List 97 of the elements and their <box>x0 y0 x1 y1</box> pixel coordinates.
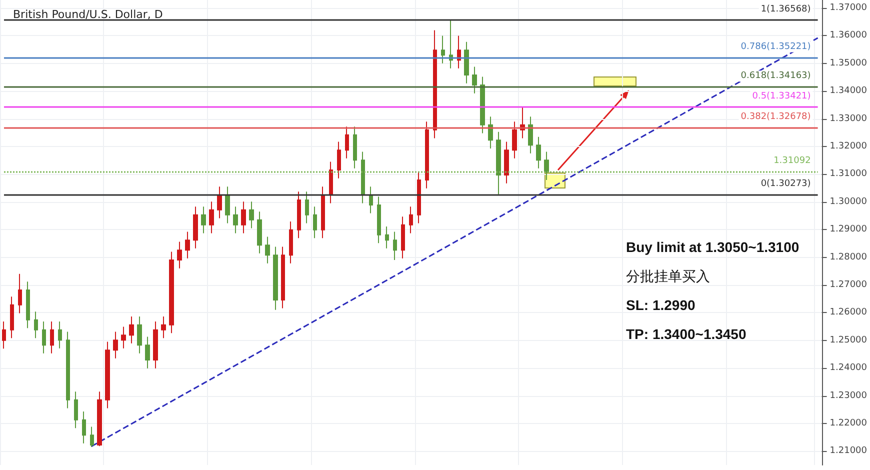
y-tick-label: 1.29000 <box>830 224 868 235</box>
y-tick-label: 1.30000 <box>830 196 868 207</box>
candlestick <box>417 171 421 224</box>
candlestick <box>209 201 214 234</box>
candlestick <box>369 186 373 214</box>
candlestick <box>289 221 293 264</box>
candlestick <box>42 321 46 354</box>
ref-line-label: 0.5(1.33421) <box>752 92 811 102</box>
candlestick <box>409 206 413 234</box>
candlestick <box>257 211 262 254</box>
candlestick <box>329 161 333 204</box>
y-tick-label: 1.34000 <box>830 86 868 96</box>
candlestick <box>433 30 437 139</box>
y-tick-label: 1.37000 <box>830 3 868 14</box>
candlestick <box>50 321 54 354</box>
candlestick <box>393 231 397 261</box>
candlestick <box>153 321 158 369</box>
candlestick <box>273 246 278 310</box>
y-tick-label: 1.28000 <box>830 252 868 262</box>
candlestick <box>313 206 317 239</box>
candlestick <box>2 321 6 350</box>
ref-line-label: 0.382(1.32678) <box>740 112 811 122</box>
candlestick <box>425 121 429 189</box>
candlestick <box>161 316 166 339</box>
candlestick <box>74 391 78 429</box>
candlestick <box>121 326 126 349</box>
candlestick <box>90 426 94 448</box>
candlestick <box>185 231 190 259</box>
candlestick <box>441 35 445 64</box>
candlestick <box>233 206 238 234</box>
candlestick <box>249 201 254 229</box>
y-tick-label: 1.23000 <box>830 390 868 401</box>
text: British Pound/U.S. Dollar, D <box>13 8 163 21</box>
y-tick-label: 1.33000 <box>830 114 868 124</box>
candlestick <box>225 186 230 224</box>
candlestick <box>361 151 365 204</box>
candlestick <box>536 136 541 169</box>
candlestick <box>82 411 86 444</box>
candlestick <box>337 141 341 179</box>
candlestick <box>488 116 493 149</box>
candlestick <box>177 241 182 269</box>
y-tick-label: 1.35000 <box>830 58 868 68</box>
candlestick <box>281 246 285 309</box>
candlestick <box>10 296 14 339</box>
y-tick-label: 1.27000 <box>830 280 868 290</box>
candlestick <box>321 186 325 239</box>
candlestick <box>449 19 453 69</box>
y-tick-label: 1.36000 <box>830 30 868 41</box>
candlestick <box>145 336 150 369</box>
candlestick <box>512 121 517 159</box>
ref-line-label: 1(1.36568) <box>760 4 811 14</box>
candlestick <box>464 41 469 84</box>
candlestick <box>297 191 301 239</box>
annotation: 分批挂单买入 <box>626 268 710 284</box>
candlestick <box>217 186 222 219</box>
candlestick <box>113 331 118 359</box>
candlestick <box>193 206 198 249</box>
ref-line-label: 0(1.30273) <box>760 178 811 189</box>
candlestick <box>480 76 485 134</box>
y-tick-label: 1.22000 <box>830 418 868 428</box>
candlestick <box>169 251 174 334</box>
candlestick <box>34 311 38 339</box>
y-tick-label: 1.31000 <box>830 169 868 180</box>
candlestick <box>401 216 405 259</box>
annotation: Buy limit at 1.3050~1.3100 <box>626 239 800 255</box>
candlestick <box>377 196 381 244</box>
y-tick-label: 1.24000 <box>830 363 868 374</box>
candlestick <box>105 341 110 409</box>
ref-line-label: 1.31092 <box>774 156 811 166</box>
candlestick <box>201 206 206 234</box>
annotation: SL: 1.2990 <box>626 297 696 313</box>
candlestick <box>528 116 533 154</box>
candlestick <box>58 321 62 349</box>
annotation: TP: 1.3400~1.3450 <box>626 326 746 342</box>
y-tick-label: 1.25000 <box>830 335 868 346</box>
candlestick <box>385 226 389 249</box>
candlestick <box>544 151 549 181</box>
candlestick <box>345 126 349 159</box>
candlestick <box>18 273 22 314</box>
ref-line-label: 0.618(1.34163) <box>740 71 811 82</box>
candlestick <box>305 191 309 224</box>
candlestick <box>97 391 102 447</box>
candlestick <box>137 316 142 354</box>
y-tick-label: 1.32000 <box>830 142 868 152</box>
y-tick-label: 1.26000 <box>830 308 868 318</box>
candlestick <box>496 131 501 195</box>
candlestick <box>26 281 30 329</box>
ref-line-label: 0.786(1.35221) <box>740 42 811 52</box>
candlestick <box>472 66 477 94</box>
candlestick <box>265 236 270 264</box>
candlestick <box>241 201 246 234</box>
candlestick <box>504 141 509 184</box>
candlestick <box>66 331 70 409</box>
candlestick <box>457 35 461 69</box>
y-tick-label: 1.21000 <box>830 446 868 456</box>
candlestick <box>353 126 357 169</box>
candlestick <box>129 316 134 344</box>
